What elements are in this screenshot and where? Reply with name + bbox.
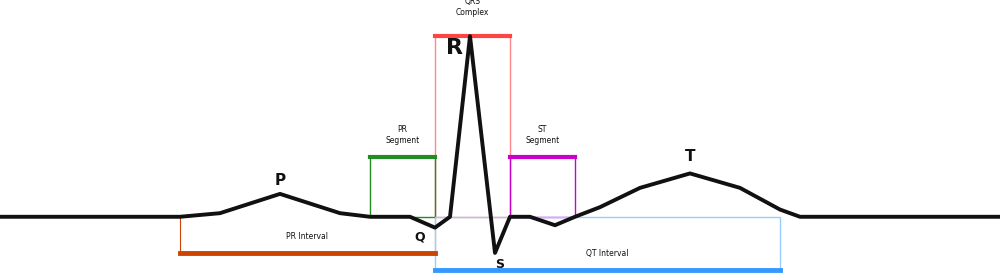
Text: S: S <box>496 258 505 271</box>
Bar <box>435 217 780 270</box>
Bar <box>370 157 435 217</box>
Text: PR
Segment: PR Segment <box>385 125 420 145</box>
Text: QT Interval: QT Interval <box>586 249 629 258</box>
Text: P: P <box>274 173 286 188</box>
Text: T: T <box>685 149 695 164</box>
Text: Q: Q <box>415 231 425 244</box>
Text: PR Interval: PR Interval <box>287 232 328 241</box>
Bar <box>510 157 575 217</box>
Text: QRS
Complex: QRS Complex <box>456 0 489 17</box>
Text: ST
Segment: ST Segment <box>525 125 560 145</box>
Bar <box>435 36 510 217</box>
Text: R: R <box>446 38 464 58</box>
